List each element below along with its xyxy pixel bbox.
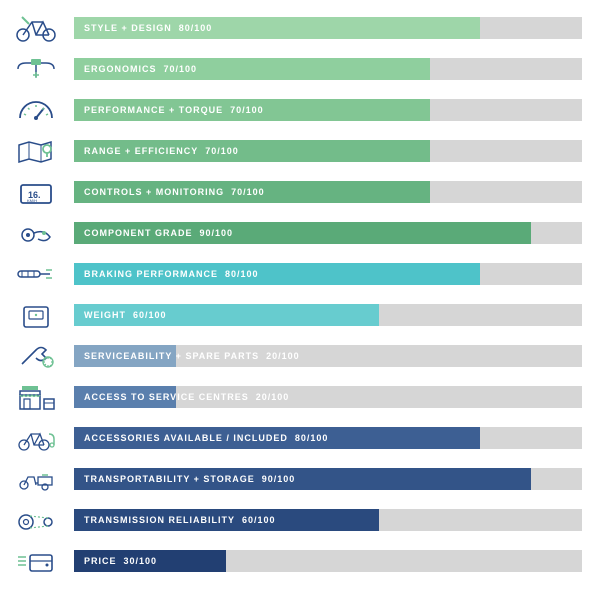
shop-icon	[8, 381, 64, 412]
rating-row: ACCESSORIES AVAILABLE / INCLUDED 80/100	[8, 422, 582, 453]
bar-track: STYLE + DESIGN 80/100	[74, 17, 582, 39]
rating-row: ACCESS TO SERVICE CENTRES 20/100	[8, 381, 582, 412]
bar-track: PRICE 30/100	[74, 550, 582, 572]
rating-row: COMPONENT GRADE 90/100	[8, 217, 582, 248]
derailleur-icon	[8, 217, 64, 248]
rating-row: ERGONOMICS 70/100	[8, 53, 582, 84]
bar-track: TRANSMISSION RELIABILITY 60/100	[74, 509, 582, 531]
wrench-icon	[8, 340, 64, 371]
bar-fill: ACCESSORIES AVAILABLE / INCLUDED 80/100	[74, 427, 480, 449]
gauge-icon	[8, 94, 64, 125]
bar-track: PERFORMANCE + TORQUE 70/100	[74, 99, 582, 121]
rating-row: SERVICEABILITY + SPARE PARTS 20/100	[8, 340, 582, 371]
bar-track: RANGE + EFFICIENCY 70/100	[74, 140, 582, 162]
bar-fill: TRANSPORTABILITY + STORAGE 90/100	[74, 468, 531, 490]
bar-track: ACCESS TO SERVICE CENTRES 20/100	[74, 386, 582, 408]
bar-fill: WEIGHT 60/100	[74, 304, 379, 326]
bar-fill: RANGE + EFFICIENCY 70/100	[74, 140, 430, 162]
bar-track: CONTROLS + MONITORING 70/100	[74, 181, 582, 203]
bar-fill: STYLE + DESIGN 80/100	[74, 17, 480, 39]
rating-row: CONTROLS + MONITORING 70/100	[8, 176, 582, 207]
rating-row: STYLE + DESIGN 80/100	[8, 12, 582, 43]
bar-fill: TRANSMISSION RELIABILITY 60/100	[74, 509, 379, 531]
rating-row: TRANSPORTABILITY + STORAGE 90/100	[8, 463, 582, 494]
handlebar-icon	[8, 53, 64, 84]
bar-fill: PERFORMANCE + TORQUE 70/100	[74, 99, 430, 121]
bike-icon	[8, 12, 64, 43]
rating-row: WEIGHT 60/100	[8, 299, 582, 330]
bar-fill: PRICE 30/100	[74, 550, 226, 572]
wallet-icon	[8, 545, 64, 576]
rating-row: PERFORMANCE + TORQUE 70/100	[8, 94, 582, 125]
bar-track: ACCESSORIES AVAILABLE / INCLUDED 80/100	[74, 427, 582, 449]
map-icon	[8, 135, 64, 166]
rating-row: PRICE 30/100	[8, 545, 582, 576]
accessories-icon	[8, 422, 64, 453]
ratings-chart: STYLE + DESIGN 80/100 ERGONOMICS 70/100 PE…	[8, 12, 582, 576]
trailer-icon	[8, 463, 64, 494]
chain-icon	[8, 504, 64, 535]
bar-track: WEIGHT 60/100	[74, 304, 582, 326]
rating-row: BRAKING PERFORMANCE 80/100	[8, 258, 582, 289]
bar-fill: CONTROLS + MONITORING 70/100	[74, 181, 430, 203]
bar-fill: ACCESS TO SERVICE CENTRES 20/100	[74, 386, 176, 408]
bar-track: ERGONOMICS 70/100	[74, 58, 582, 80]
rating-row: RANGE + EFFICIENCY 70/100	[8, 135, 582, 166]
bar-fill: ERGONOMICS 70/100	[74, 58, 430, 80]
bar-track: TRANSPORTABILITY + STORAGE 90/100	[74, 468, 582, 490]
scale-icon	[8, 299, 64, 330]
bar-track: SERVICEABILITY + SPARE PARTS 20/100	[74, 345, 582, 367]
rating-row: TRANSMISSION RELIABILITY 60/100	[8, 504, 582, 535]
bar-track: BRAKING PERFORMANCE 80/100	[74, 263, 582, 285]
bar-fill: SERVICEABILITY + SPARE PARTS 20/100	[74, 345, 176, 367]
display-icon	[8, 176, 64, 207]
brake-icon	[8, 258, 64, 289]
bar-track: COMPONENT GRADE 90/100	[74, 222, 582, 244]
bar-fill: BRAKING PERFORMANCE 80/100	[74, 263, 480, 285]
bar-fill: COMPONENT GRADE 90/100	[74, 222, 531, 244]
